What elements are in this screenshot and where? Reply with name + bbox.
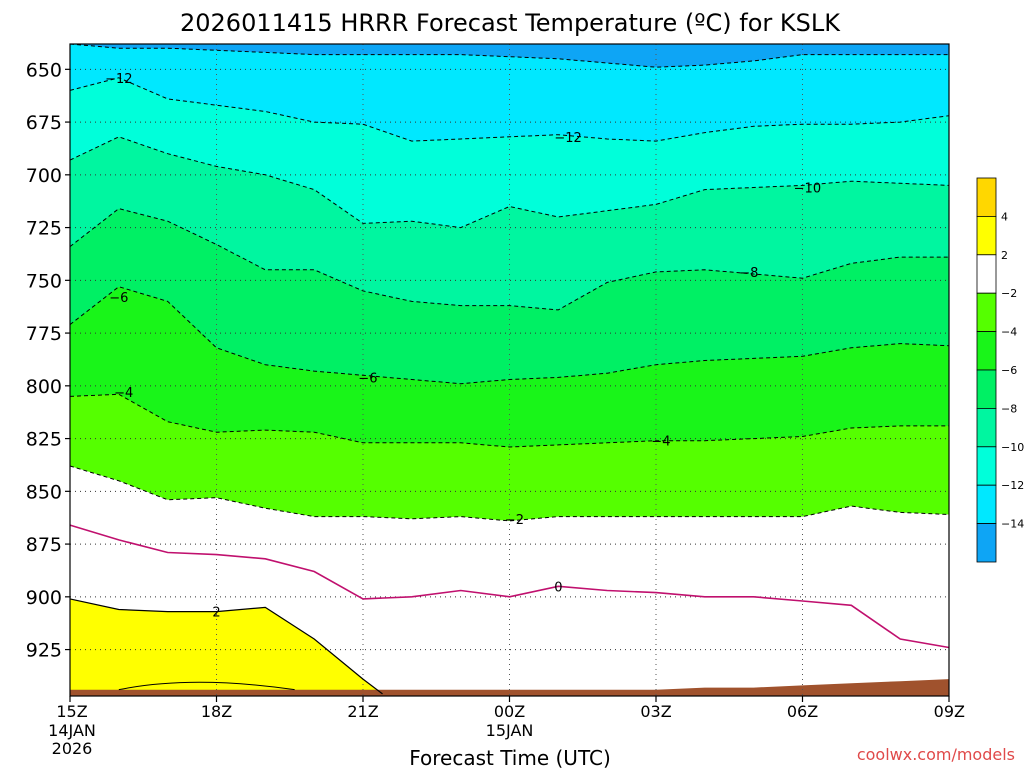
isotherm-label-10: 2 [212,606,220,621]
x-tick-label-06Z: 06Z [787,702,818,721]
colorbar-swatch-8 [976,484,997,525]
isotherm-label-6: −4 [114,386,133,401]
x-tick-sub2-15Z: 2026 [52,739,93,758]
fill-band-gt-2 [70,598,383,696]
colorbar-swatch-7 [976,446,997,486]
isotherm-lines [69,43,950,695]
isotherm-label-1: −12 [554,131,581,146]
colorbar-legend: −14 −12 −10 −8 −6 −4 −2 2 4 [976,177,1024,563]
colorbar-swatch-2 [976,254,997,294]
x-tick-label-00Z: 00Z [494,702,525,721]
x-tick-label-15Z: 15Z [56,702,87,721]
isotherm-m6 [69,286,950,385]
colorbar-swatch-3 [976,292,997,333]
y-tick-label-700: 700 [26,165,62,187]
y-tick-label-650: 650 [26,59,62,81]
isotherm-label-4: −6 [109,291,128,306]
x-tick-label-03Z: 03Z [640,702,671,721]
y-axis: 650 675 700 725 750 775 800 825 850 875 900 925 [26,59,70,662]
isotherm-label-7: −4 [651,435,670,450]
ground-terrain [70,679,949,696]
isotherm-label-8: −2 [505,513,524,528]
y-tick-label-750: 750 [26,270,62,292]
y-tick-label-875: 875 [26,534,62,556]
x-axis-label: Forecast Time (UTC) [409,746,611,768]
colorbar-swatch-6 [976,407,997,448]
colorbar-label-6: −2 [1001,287,1017,300]
grid-lines [70,44,949,696]
y-tick-label-825: 825 [26,429,62,451]
isotherm-m4 [69,393,949,448]
isotherm-label-9: 0 [554,580,562,595]
y-tick-label-775: 775 [26,323,62,345]
isotherm-m10 [69,136,950,229]
colorbar-label-7: 2 [1001,249,1008,262]
y-tick-label-850: 850 [26,481,62,503]
colorbar-label-4: −6 [1001,364,1017,377]
isotherm-2-loop [118,681,295,691]
isotherm-m8 [69,208,949,311]
isotherm-label-5: −6 [358,371,377,386]
temperature-fills [70,44,949,697]
y-tick-label-925: 925 [26,640,62,662]
colorbar-swatch-9 [976,523,997,563]
y-tick-label-675: 675 [26,112,62,134]
chart-title: 2026011415 HRRR Forecast Temperature (ºC… [180,9,841,37]
colorbar-label-1: −12 [1001,479,1024,492]
isotherm-m12 [69,77,950,142]
isotherm-labels: −12 −12 −10 −8 −6 −6 −4 −4 −2 0 2 [105,72,821,621]
isotherm-2 [69,598,383,695]
colorbar-swatch-0 [976,177,997,217]
y-tick-label-725: 725 [26,218,62,240]
isotherm-label-2: −10 [794,181,821,196]
y-tick-label-900: 900 [26,587,62,609]
colorbar-label-0: −14 [1001,518,1024,531]
isotherm-label-3: −8 [739,266,758,281]
colorbar-label-5: −4 [1001,326,1017,339]
x-tick-sub1-00Z: 15JAN [486,721,534,740]
credit-text: coolwx.com/models [857,745,1015,764]
colorbar-swatch-1 [976,215,997,256]
x-tick-label-18Z: 18Z [201,702,232,721]
colorbar-swatch-4 [976,331,997,371]
colorbar-label-2: −10 [1001,441,1024,454]
isotherm-0 [69,524,950,649]
colorbar-label-8: 4 [1001,210,1008,223]
colorbar-swatch-5 [976,369,997,409]
x-tick-sub1-15Z: 14JAN [48,721,96,740]
x-tick-label-21Z: 21Z [347,702,378,721]
isotherm-label-0: −12 [105,72,132,87]
ground-fill [70,679,949,696]
x-tick-label-09Z: 09Z [934,702,965,721]
y-tick-label-800: 800 [26,376,62,398]
colorbar-label-3: −8 [1001,402,1017,415]
